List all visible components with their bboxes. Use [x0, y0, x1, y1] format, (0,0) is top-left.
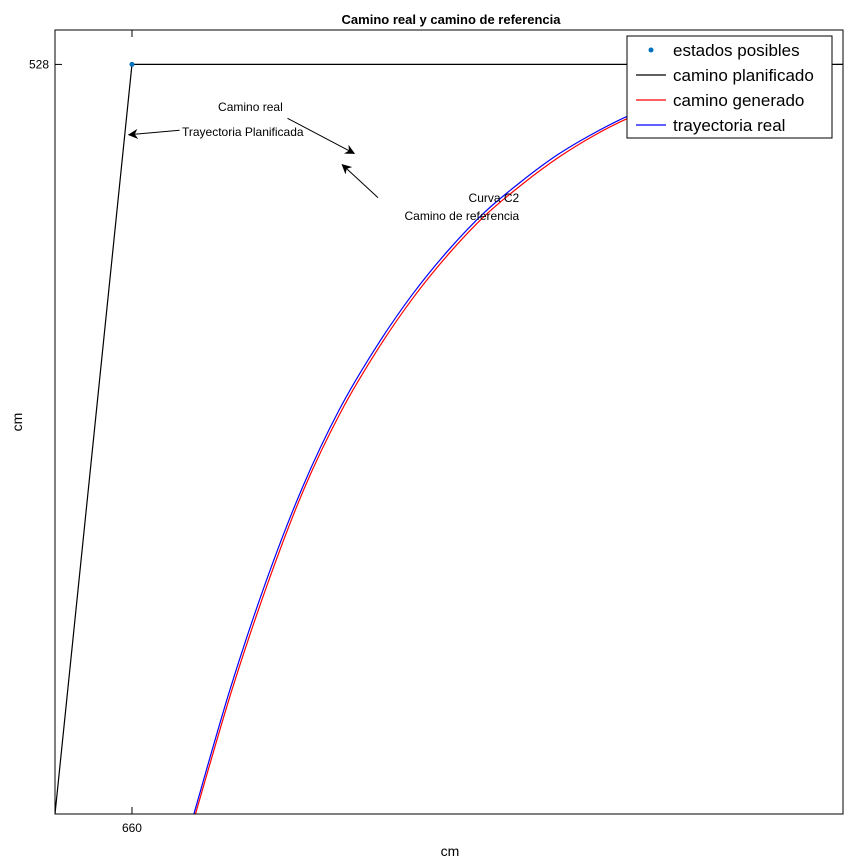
legend-box	[626, 35, 833, 139]
legend-marker-estados-posibles	[648, 47, 654, 53]
legend-label-estados-posibles: estados posibles	[673, 41, 800, 60]
estados-posibles-point-0	[129, 61, 135, 67]
annotation-text-2-0: Curva C2	[469, 191, 520, 205]
annotation-text-1-0: Camino real	[218, 100, 283, 114]
legend-label-trayectoria-real: trayectoria real	[673, 116, 785, 135]
trayectoria-real-line	[193, 90, 696, 814]
annotation-text-0-0: Trayectoria Planificada	[182, 125, 304, 139]
annotation-arrow-1	[287, 117, 356, 154]
y-axis-label: cm	[9, 413, 25, 432]
x-tick-label-660: 660	[122, 821, 142, 835]
chart-title: Camino real y camino de referencia	[342, 12, 562, 27]
camino-generado-line	[194, 90, 698, 814]
ticks-layer: 660 528	[29, 30, 843, 835]
legend-label-camino-planificado: camino planificado	[673, 66, 814, 85]
plot-area	[55, 30, 843, 814]
legend: estados posibles camino planificado camino…	[626, 35, 833, 139]
annotation-text-2-1: Camino de referencia	[404, 209, 519, 223]
annotations-layer: Trayectoria Planificada Camino real Curva …	[127, 100, 520, 223]
x-axis-label: cm	[441, 843, 460, 859]
series-layer	[55, 61, 843, 814]
axes-box	[54, 29, 844, 815]
annotation-arrow-2	[341, 163, 379, 198]
legend-label-camino-generado: camino generado	[673, 91, 804, 110]
y-tick-label-528: 528	[29, 57, 49, 71]
annotation-arrow-0	[127, 128, 180, 139]
